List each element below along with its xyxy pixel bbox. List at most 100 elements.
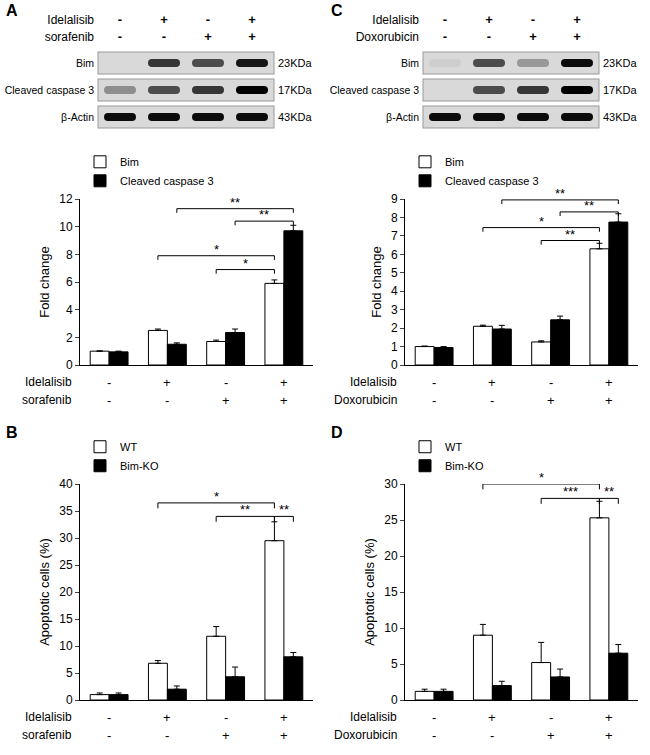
svg-text:1: 1	[391, 340, 398, 354]
svg-text:*: *	[214, 242, 219, 257]
svg-text:**: **	[230, 195, 240, 210]
svg-text:Apoptotic cells (%): Apoptotic cells (%)	[362, 538, 377, 646]
svg-text:20: 20	[59, 585, 73, 599]
svg-text:35: 35	[59, 504, 73, 518]
svg-text:40: 40	[59, 477, 73, 491]
svg-text:-: -	[490, 728, 494, 743]
svg-text:6: 6	[391, 248, 398, 262]
svg-text:Idelalisib: Idelalisib	[350, 710, 397, 724]
svg-text:+: +	[248, 29, 256, 44]
svg-text:β-Actin: β-Actin	[386, 111, 419, 123]
svg-text:43KDa: 43KDa	[278, 111, 313, 123]
svg-text:**: **	[240, 502, 250, 517]
svg-text:5: 5	[66, 666, 73, 680]
svg-text:Idelalisib: Idelalisib	[350, 375, 397, 389]
svg-text:12: 12	[59, 192, 73, 206]
svg-text:+: +	[605, 393, 613, 408]
svg-text:+: +	[204, 29, 212, 44]
svg-text:3: 3	[391, 303, 398, 317]
svg-text:8: 8	[66, 248, 73, 262]
svg-text:Fold change: Fold change	[369, 246, 384, 318]
svg-text:-: -	[549, 710, 553, 725]
svg-text:-: -	[165, 728, 169, 743]
svg-text:*: *	[243, 256, 248, 271]
svg-text:-: -	[443, 12, 447, 27]
svg-text:Doxorubicin: Doxorubicin	[334, 393, 397, 407]
svg-text:-: -	[224, 710, 228, 725]
svg-text:+: +	[163, 710, 171, 725]
svg-text:30: 30	[384, 477, 398, 491]
svg-text:Idelalisib: Idelalisib	[47, 13, 94, 27]
svg-text:8: 8	[391, 211, 398, 225]
svg-text:0: 0	[66, 358, 73, 372]
svg-text:+: +	[529, 29, 537, 44]
svg-text:-: -	[549, 375, 553, 390]
svg-text:2: 2	[66, 331, 73, 345]
svg-text:23KDa: 23KDa	[603, 57, 638, 69]
svg-text:Doxorubicin: Doxorubicin	[356, 30, 419, 44]
svg-text:Cleaved caspase 3: Cleaved caspase 3	[445, 175, 539, 187]
svg-text:+: +	[485, 12, 493, 27]
svg-text:30: 30	[59, 531, 73, 545]
svg-text:Cleaved caspase 3: Cleaved caspase 3	[330, 84, 419, 96]
svg-text:+: +	[605, 375, 613, 390]
svg-text:10: 10	[59, 220, 73, 234]
svg-text:-: -	[107, 710, 111, 725]
svg-text:*: *	[214, 489, 219, 504]
svg-text:-: -	[487, 29, 491, 44]
svg-text:**: **	[604, 484, 614, 499]
svg-text:-: -	[118, 29, 122, 44]
svg-text:Bim: Bim	[445, 156, 464, 168]
svg-text:WT: WT	[120, 441, 137, 453]
svg-text:**: **	[565, 227, 575, 242]
svg-text:-: -	[432, 375, 436, 390]
svg-text:+: +	[573, 12, 581, 27]
svg-text:Fold change: Fold change	[37, 246, 52, 318]
svg-text:+: +	[605, 728, 613, 743]
svg-text:23KDa: 23KDa	[278, 57, 313, 69]
svg-text:+: +	[280, 710, 288, 725]
svg-text:Bim: Bim	[120, 156, 139, 168]
svg-text:15: 15	[384, 585, 398, 599]
svg-text:-: -	[490, 393, 494, 408]
svg-text:**: **	[259, 207, 269, 222]
svg-text:17KDa: 17KDa	[603, 84, 638, 96]
svg-text:Idelalisib: Idelalisib	[372, 13, 419, 27]
svg-text:+: +	[280, 393, 288, 408]
svg-text:-: -	[107, 393, 111, 408]
svg-text:15: 15	[59, 612, 73, 626]
svg-text:+: +	[248, 12, 256, 27]
svg-text:+: +	[488, 710, 496, 725]
svg-text:*: *	[539, 214, 544, 229]
svg-text:25: 25	[384, 513, 398, 527]
svg-text:+: +	[605, 710, 613, 725]
svg-text:5: 5	[391, 657, 398, 671]
svg-text:-: -	[443, 29, 447, 44]
svg-text:+: +	[160, 12, 168, 27]
svg-text:4: 4	[66, 303, 73, 317]
svg-text:Cleaved caspase 3: Cleaved caspase 3	[120, 175, 214, 187]
svg-text:Idelalisib: Idelalisib	[25, 710, 72, 724]
svg-text:-: -	[224, 375, 228, 390]
svg-text:A: A	[6, 2, 18, 19]
svg-text:Bim: Bim	[401, 57, 419, 69]
svg-text:5: 5	[391, 266, 398, 280]
svg-text:C: C	[331, 2, 343, 19]
svg-text:2: 2	[391, 321, 398, 335]
svg-text:0: 0	[391, 358, 398, 372]
svg-text:-: -	[432, 728, 436, 743]
svg-text:-: -	[107, 728, 111, 743]
svg-text:Bim-KO: Bim-KO	[120, 460, 159, 472]
svg-text:+: +	[488, 375, 496, 390]
svg-text:sorafenib: sorafenib	[45, 30, 95, 44]
svg-text:Idelalisib: Idelalisib	[25, 375, 72, 389]
svg-text:+: +	[280, 375, 288, 390]
svg-text:sorafenib: sorafenib	[22, 393, 72, 407]
svg-text:**: **	[584, 198, 594, 213]
svg-text:sorafenib: sorafenib	[22, 728, 72, 742]
svg-text:4: 4	[391, 284, 398, 298]
svg-text:6: 6	[66, 275, 73, 289]
svg-text:-: -	[118, 12, 122, 27]
svg-text:17KDa: 17KDa	[278, 84, 313, 96]
svg-text:Doxorubicin: Doxorubicin	[334, 728, 397, 742]
